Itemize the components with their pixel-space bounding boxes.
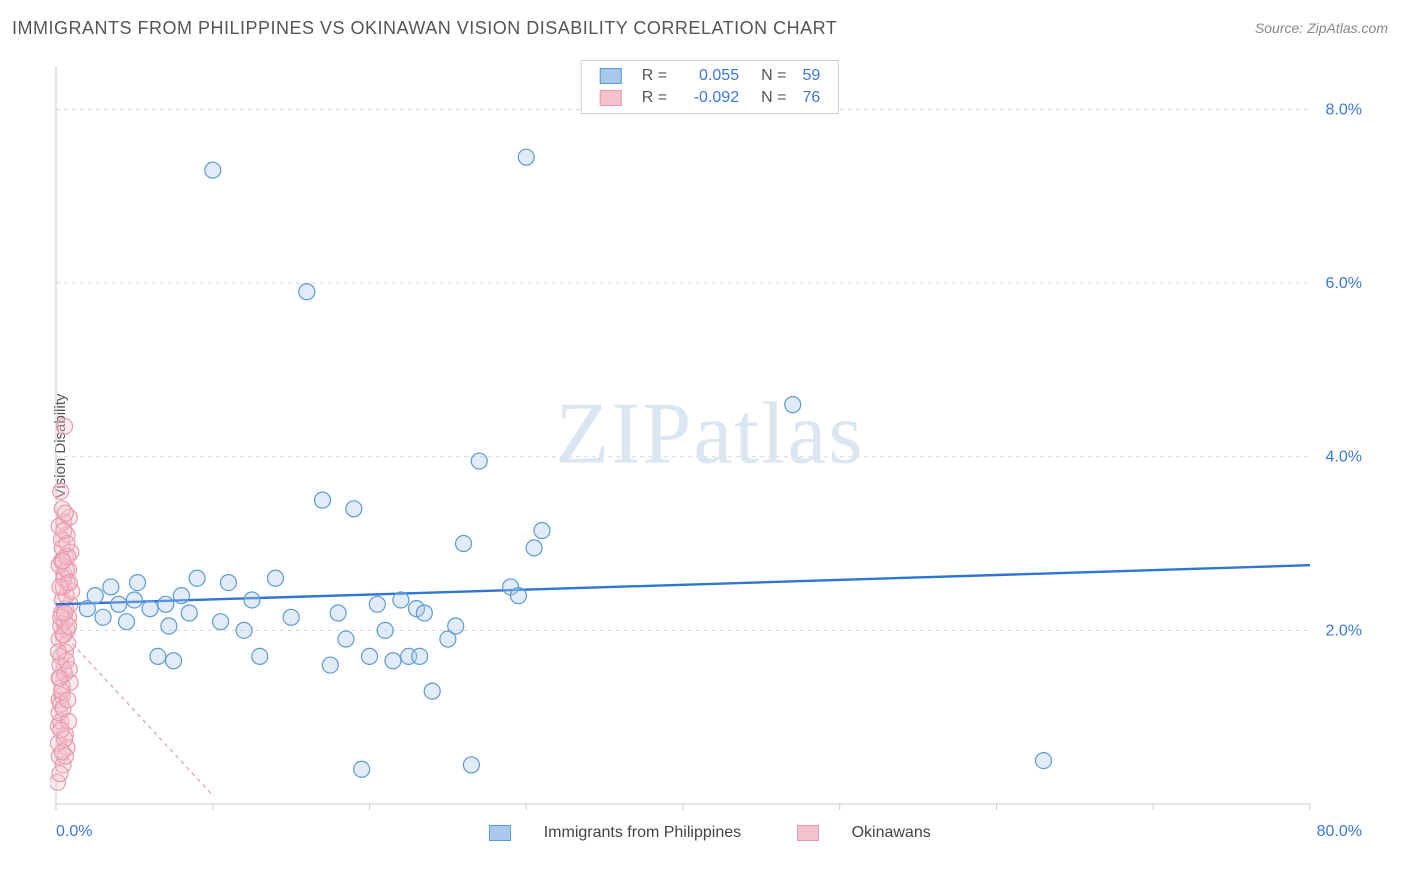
data-point bbox=[252, 648, 268, 664]
data-point bbox=[220, 575, 236, 591]
data-point bbox=[103, 579, 119, 595]
data-point bbox=[330, 605, 346, 621]
legend-swatch bbox=[600, 68, 622, 84]
data-point bbox=[53, 483, 69, 499]
data-point bbox=[385, 653, 401, 669]
data-point bbox=[510, 588, 526, 604]
data-point bbox=[785, 397, 801, 413]
data-point bbox=[111, 596, 127, 612]
data-point bbox=[150, 648, 166, 664]
data-point bbox=[244, 592, 260, 608]
data-point bbox=[456, 536, 472, 552]
data-point bbox=[161, 618, 177, 634]
data-point bbox=[57, 418, 73, 434]
data-point bbox=[51, 670, 67, 686]
data-point bbox=[95, 609, 111, 625]
legend-item: Immigrants from Philippines bbox=[475, 824, 755, 841]
chart-container: IMMIGRANTS FROM PHILIPPINES VS OKINAWAN … bbox=[0, 0, 1406, 892]
data-point bbox=[53, 722, 69, 738]
legend-item: Okinawans bbox=[783, 824, 945, 841]
data-point bbox=[283, 609, 299, 625]
data-point bbox=[130, 575, 146, 591]
data-point bbox=[181, 605, 197, 621]
data-point bbox=[166, 653, 182, 669]
data-point bbox=[57, 605, 73, 621]
data-point bbox=[412, 648, 428, 664]
data-point bbox=[526, 540, 542, 556]
data-point bbox=[54, 744, 70, 760]
legend-label: Immigrants from Philippines bbox=[544, 824, 741, 841]
series-legend: Immigrants from Philippines Okinawans bbox=[50, 824, 1370, 842]
data-point bbox=[393, 592, 409, 608]
legend-label: Okinawans bbox=[852, 824, 931, 841]
stat-r-value: -0.092 bbox=[675, 87, 747, 109]
legend-swatch bbox=[797, 825, 819, 841]
data-point bbox=[52, 766, 68, 782]
data-point bbox=[205, 162, 221, 178]
data-point bbox=[158, 596, 174, 612]
data-point bbox=[119, 614, 135, 630]
stat-n-label: N = bbox=[747, 65, 794, 87]
data-point bbox=[314, 492, 330, 508]
data-point bbox=[463, 757, 479, 773]
y-tick-label: 4.0% bbox=[1326, 449, 1362, 466]
data-point bbox=[416, 605, 432, 621]
data-point bbox=[471, 453, 487, 469]
data-point bbox=[189, 570, 205, 586]
data-point bbox=[362, 648, 378, 664]
data-point bbox=[338, 631, 354, 647]
stat-r-label: R = bbox=[634, 87, 675, 109]
data-point bbox=[87, 588, 103, 604]
data-point bbox=[236, 622, 252, 638]
scatter-plot-svg: 2.0%4.0%6.0%8.0%0.0%80.0% bbox=[50, 60, 1370, 840]
data-point bbox=[126, 592, 142, 608]
data-point bbox=[322, 657, 338, 673]
data-point bbox=[267, 570, 283, 586]
data-point bbox=[173, 588, 189, 604]
y-tick-label: 2.0% bbox=[1326, 622, 1362, 639]
data-point bbox=[52, 579, 68, 595]
data-point bbox=[1036, 753, 1052, 769]
data-point bbox=[299, 284, 315, 300]
stat-r-label: R = bbox=[634, 65, 675, 87]
stat-r-value: 0.055 bbox=[675, 65, 747, 87]
data-point bbox=[50, 644, 66, 660]
source-attribution: Source: ZipAtlas.com bbox=[1255, 20, 1388, 36]
y-tick-label: 6.0% bbox=[1326, 275, 1362, 292]
legend-swatch bbox=[489, 825, 511, 841]
plot-area: ZIPatlas 2.0%4.0%6.0%8.0%0.0%80.0% R =0.… bbox=[50, 60, 1370, 840]
data-point bbox=[424, 683, 440, 699]
data-point bbox=[57, 505, 73, 521]
data-point bbox=[60, 692, 76, 708]
chart-title: IMMIGRANTS FROM PHILIPPINES VS OKINAWAN … bbox=[12, 18, 837, 39]
data-point bbox=[142, 601, 158, 617]
legend-swatch bbox=[600, 90, 622, 106]
data-point bbox=[369, 596, 385, 612]
data-point bbox=[377, 622, 393, 638]
data-point bbox=[448, 618, 464, 634]
data-point bbox=[346, 501, 362, 517]
stat-n-value: 76 bbox=[794, 87, 828, 109]
stat-n-label: N = bbox=[747, 87, 794, 109]
y-tick-label: 8.0% bbox=[1326, 101, 1362, 118]
data-point bbox=[534, 523, 550, 539]
stat-n-value: 59 bbox=[794, 65, 828, 87]
data-point bbox=[56, 523, 72, 539]
stats-legend: R =0.055N =59 R =-0.092N =76 bbox=[581, 60, 839, 114]
data-point bbox=[55, 553, 71, 569]
data-point bbox=[354, 761, 370, 777]
data-point bbox=[518, 149, 534, 165]
data-point bbox=[213, 614, 229, 630]
